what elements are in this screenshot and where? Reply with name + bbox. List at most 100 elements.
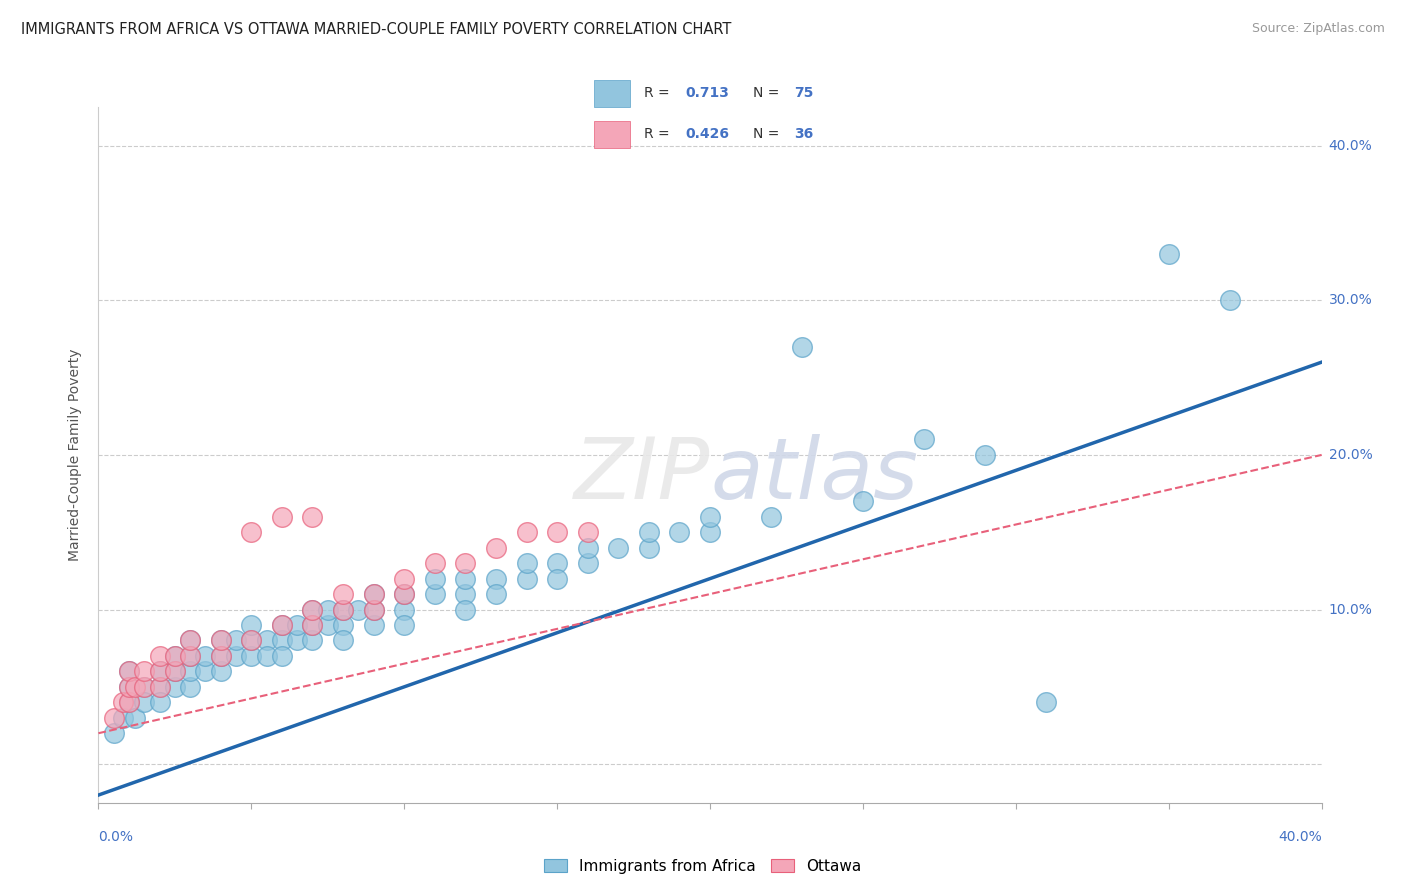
Text: 10.0%: 10.0% xyxy=(1329,602,1372,616)
Text: 0.713: 0.713 xyxy=(685,87,728,101)
Point xyxy=(149,680,172,694)
Point xyxy=(699,509,721,524)
Text: 40.0%: 40.0% xyxy=(1278,830,1322,844)
Point xyxy=(270,618,292,632)
Point xyxy=(209,648,232,663)
Point xyxy=(111,695,134,709)
Point xyxy=(163,648,186,663)
Point xyxy=(485,572,508,586)
Point xyxy=(163,665,186,679)
Point xyxy=(392,618,416,632)
Point xyxy=(301,509,323,524)
Point xyxy=(454,602,477,616)
Text: ZIP: ZIP xyxy=(574,434,710,517)
Text: N =: N = xyxy=(754,87,785,101)
Point xyxy=(332,602,354,616)
Point xyxy=(118,680,141,694)
Point xyxy=(363,618,385,632)
Point xyxy=(699,525,721,540)
Point xyxy=(790,340,813,354)
Point xyxy=(516,556,538,570)
Point xyxy=(423,587,446,601)
Point xyxy=(118,665,141,679)
Point xyxy=(347,602,370,616)
Point xyxy=(118,695,141,709)
Point xyxy=(637,525,661,540)
Legend: Immigrants from Africa, Ottawa: Immigrants from Africa, Ottawa xyxy=(538,853,868,880)
Text: IMMIGRANTS FROM AFRICA VS OTTAWA MARRIED-COUPLE FAMILY POVERTY CORRELATION CHART: IMMIGRANTS FROM AFRICA VS OTTAWA MARRIED… xyxy=(21,22,731,37)
Point xyxy=(149,695,172,709)
Point xyxy=(1219,293,1241,308)
Point xyxy=(485,587,508,601)
Text: 75: 75 xyxy=(794,87,814,101)
Text: 30.0%: 30.0% xyxy=(1329,293,1372,308)
Point xyxy=(118,695,141,709)
Point xyxy=(285,633,308,648)
Point xyxy=(118,665,141,679)
Point xyxy=(134,680,156,694)
Point xyxy=(392,602,416,616)
Point xyxy=(301,633,323,648)
Point xyxy=(516,525,538,540)
Text: R =: R = xyxy=(644,87,673,101)
Point xyxy=(179,665,201,679)
Point xyxy=(256,648,278,663)
Point xyxy=(225,633,247,648)
Text: R =: R = xyxy=(644,127,673,141)
Point xyxy=(134,665,156,679)
Text: N =: N = xyxy=(754,127,785,141)
Point xyxy=(209,665,232,679)
FancyBboxPatch shape xyxy=(595,80,630,107)
Point xyxy=(179,633,201,648)
Point xyxy=(668,525,690,540)
Point xyxy=(240,633,263,648)
Point xyxy=(103,726,125,740)
Text: 0.0%: 0.0% xyxy=(98,830,134,844)
Point xyxy=(392,587,416,601)
Point xyxy=(576,556,599,570)
Point xyxy=(270,648,292,663)
Point xyxy=(912,433,935,447)
Point xyxy=(149,665,172,679)
Point xyxy=(974,448,997,462)
Point xyxy=(852,494,875,508)
Point xyxy=(316,618,339,632)
Point xyxy=(546,556,568,570)
Point xyxy=(163,680,186,694)
Point xyxy=(240,633,263,648)
Point xyxy=(179,648,201,663)
Point xyxy=(301,602,323,616)
Point xyxy=(316,602,339,616)
Point xyxy=(363,587,385,601)
Point xyxy=(332,633,354,648)
Point xyxy=(1157,247,1180,261)
Point xyxy=(179,633,201,648)
Point xyxy=(134,680,156,694)
Y-axis label: Married-Couple Family Poverty: Married-Couple Family Poverty xyxy=(69,349,83,561)
Point xyxy=(285,618,308,632)
Point xyxy=(363,602,385,616)
Text: 0.426: 0.426 xyxy=(685,127,728,141)
Point xyxy=(301,602,323,616)
Point xyxy=(209,633,232,648)
Point xyxy=(546,572,568,586)
Point xyxy=(240,525,263,540)
Point xyxy=(759,509,782,524)
Point xyxy=(163,648,186,663)
Point xyxy=(485,541,508,555)
Text: atlas: atlas xyxy=(710,434,918,517)
Text: 20.0%: 20.0% xyxy=(1329,448,1372,462)
Point xyxy=(332,602,354,616)
Point xyxy=(240,648,263,663)
Point xyxy=(225,648,247,663)
Point xyxy=(149,665,172,679)
Point xyxy=(454,587,477,601)
Point xyxy=(332,618,354,632)
Point xyxy=(209,633,232,648)
Point xyxy=(270,633,292,648)
Point xyxy=(118,680,141,694)
Point xyxy=(124,711,146,725)
Point xyxy=(332,587,354,601)
Point xyxy=(111,711,134,725)
Text: Source: ZipAtlas.com: Source: ZipAtlas.com xyxy=(1251,22,1385,36)
